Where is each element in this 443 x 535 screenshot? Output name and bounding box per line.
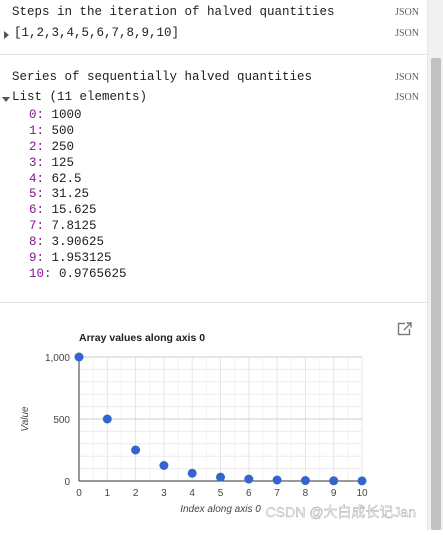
list-item: 4: 62.5: [29, 172, 127, 188]
output1-value-json-button[interactable]: JSON: [395, 28, 419, 39]
data-point: [272, 475, 282, 485]
list-item: 5: 31.25: [29, 187, 127, 203]
list-item-index: 1:: [29, 123, 45, 138]
x-tick-label: 2: [133, 488, 139, 499]
divider: [0, 302, 427, 303]
data-point: [329, 476, 339, 486]
output2-title: Series of sequentially halved quantities: [12, 70, 313, 84]
y-tick-label: 0: [64, 477, 70, 488]
x-tick-label: 6: [246, 488, 252, 499]
list-item: 1: 500: [29, 124, 127, 140]
output1-value[interactable]: [1,2,3,4,5,6,7,8,9,10]: [14, 26, 180, 40]
collapse-triangle-icon[interactable]: [2, 97, 10, 102]
list-header-row[interactable]: List (11 elements) JSON: [0, 87, 427, 107]
scrollbar-thumb[interactable]: [431, 58, 441, 530]
list-item-value: 3.90625: [51, 235, 105, 250]
x-tick-label: 3: [161, 488, 167, 499]
divider: [0, 54, 427, 55]
data-point: [102, 414, 112, 424]
scrollbar[interactable]: [427, 0, 443, 530]
y-tick-label: 500: [53, 415, 70, 426]
list-item-index: 5:: [29, 187, 45, 202]
list-item-index: 10:: [29, 266, 52, 281]
x-tick-label: 10: [356, 488, 368, 499]
scatter-chart: Array values along axis 0 0 500 1,000 0 1 2 3 4 5…: [20, 332, 416, 520]
list-item-index: 6:: [29, 203, 45, 218]
list-item: 8: 3.90625: [29, 235, 127, 251]
x-tick-label: 1: [105, 488, 111, 499]
list-item-value: 1000: [51, 108, 82, 122]
list-header[interactable]: List (11 elements): [12, 90, 148, 104]
list-item-index: 0:: [29, 108, 45, 122]
list-item: 3: 125: [29, 156, 127, 172]
chart-title: Array values along axis 0: [79, 332, 205, 344]
list-item: 0: 1000: [29, 108, 127, 124]
list-item-value: 7.8125: [51, 219, 97, 234]
open-in-new-icon[interactable]: [396, 320, 414, 338]
x-tick-label: 7: [274, 488, 280, 499]
list-item-value: 0.9765625: [59, 266, 127, 281]
output2-header: Series of sequentially halved quantities…: [0, 67, 427, 87]
list-item-index: 2:: [29, 139, 45, 154]
list-item-index: 9:: [29, 251, 45, 266]
list-item-index: 3:: [29, 155, 45, 170]
data-point: [357, 476, 367, 486]
list-item-value: 500: [51, 123, 75, 138]
x-tick-label: 8: [303, 488, 309, 499]
data-point: [216, 472, 225, 482]
value-list: 0: 1000 1: 500 2: 250 3: 125 4: 62.5 5: 31.25…: [29, 108, 127, 283]
y-axis-label: Value: [20, 406, 31, 432]
list-item-value: 31.25: [51, 187, 90, 202]
x-tick-label: 5: [218, 488, 224, 499]
x-tick-label: 0: [76, 488, 82, 499]
data-point: [187, 468, 197, 478]
expand-triangle-icon[interactable]: [4, 31, 9, 39]
list-item-index: 8:: [29, 235, 45, 250]
list-item-value: 125: [51, 155, 75, 170]
list-json-button[interactable]: JSON: [395, 92, 419, 103]
output1-header: Steps in the iteration of halved quantit…: [0, 2, 427, 22]
data-point: [300, 476, 310, 486]
data-point: [74, 352, 84, 362]
output2-json-button[interactable]: JSON: [395, 72, 419, 83]
output1-json-button[interactable]: JSON: [395, 7, 419, 18]
watermark: CSDN @大白成长记Jan: [266, 504, 416, 520]
list-item: 2: 250: [29, 140, 127, 156]
list-item-value: 1.953125: [51, 251, 112, 266]
chart-container: Array values along axis 0 0 500 1,000 0 1 2 3 4 5…: [0, 310, 427, 530]
list-item: 10: 0.9765625: [29, 267, 127, 283]
output1-value-row[interactable]: [1,2,3,4,5,6,7,8,9,10] JSON: [0, 23, 427, 43]
output1-title: Steps in the iteration of halved quantit…: [12, 5, 335, 19]
list-item: 9: 1.953125: [29, 251, 127, 267]
data-point: [131, 445, 141, 455]
list-item-value: 250: [51, 139, 75, 154]
list-item-value: 15.625: [51, 203, 97, 218]
data-point: [159, 461, 169, 470]
list-item-value: 62.5: [51, 171, 82, 186]
list-item: 7: 7.8125: [29, 219, 127, 235]
x-axis-label: Index along axis 0: [180, 504, 261, 515]
output-panel: Steps in the iteration of halved quantit…: [0, 2, 427, 530]
list-item-index: 4:: [29, 171, 45, 186]
data-point: [244, 474, 254, 484]
x-tick-label: 4: [189, 488, 195, 499]
list-item: 6: 15.625: [29, 203, 127, 219]
y-tick-label: 1,000: [45, 353, 70, 364]
x-tick-label: 9: [331, 488, 337, 499]
list-item-index: 7:: [29, 219, 45, 234]
